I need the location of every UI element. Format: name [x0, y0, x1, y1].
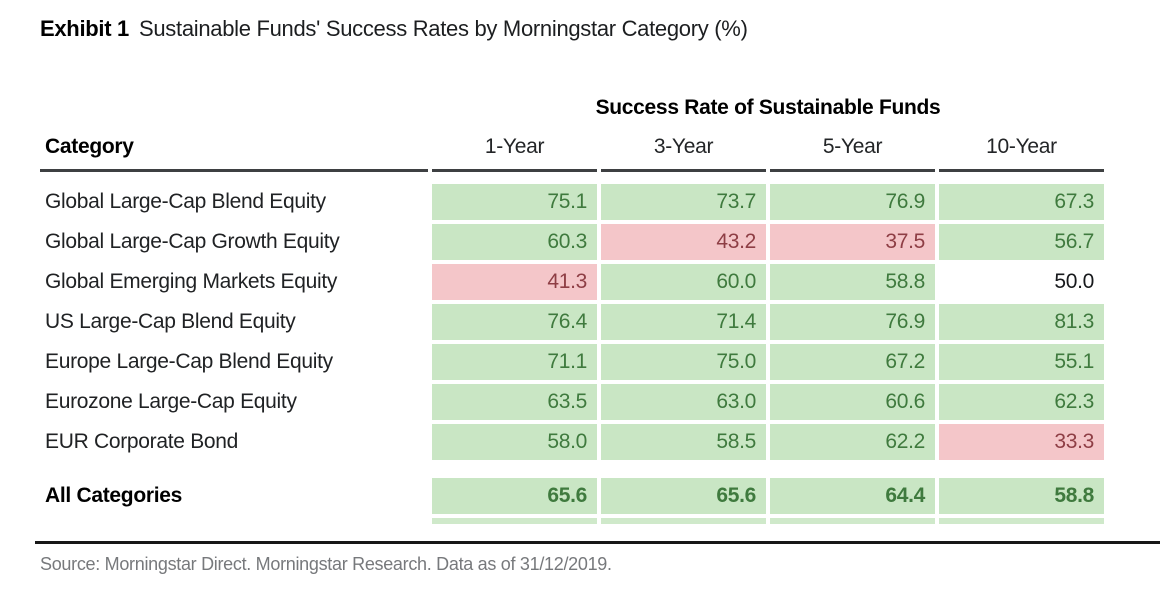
value-cell-3-year: 60.0: [601, 264, 766, 300]
value-cell-5-year: 62.2: [770, 424, 935, 460]
period-header-10-year: 10-Year: [939, 128, 1104, 172]
bottom-rule: [35, 541, 1160, 544]
group-header: Success Rate of Sustainable Funds: [595, 96, 941, 119]
source-note: Source: Morningstar Direct. Morningstar …: [40, 554, 612, 574]
sliver-strip-5-year: [770, 518, 935, 524]
value-cell-3-year: 75.0: [601, 344, 766, 380]
row-category-label: US Large-Cap Blend Equity: [45, 310, 296, 333]
value-cell-5-year: 67.2: [770, 344, 935, 380]
period-header-3-year: 3-Year: [601, 128, 766, 172]
row-category-label: EUR Corporate Bond: [45, 430, 239, 453]
table-body: Global Large-Cap Blend Equity 75.1 73.7 …: [40, 184, 1104, 460]
row-category-label: Europe Large-Cap Blend Equity: [45, 350, 333, 373]
total-value-10-year: 58.8: [939, 478, 1104, 514]
value-cell-3-year: 71.4: [601, 304, 766, 340]
category-column-header: Category: [40, 128, 428, 172]
value-cell-5-year: 76.9: [770, 304, 935, 340]
period-header-5-year: 5-Year: [770, 128, 935, 172]
value-cell-3-year: 73.7: [601, 184, 766, 220]
exhibit-title: Exhibit 1 Sustainable Funds' Success Rate…: [40, 14, 1172, 44]
table-header: Success Rate of Sustainable Funds Catego…: [40, 92, 1104, 172]
total-row-label: All Categories: [45, 484, 183, 507]
value-cell-1-year: 75.1: [432, 184, 597, 220]
period-header-1-year: 1-Year: [432, 128, 597, 172]
table-total-row: All Categories 65.6 65.6 64.4 58.8: [40, 478, 1104, 524]
value-cell-1-year: 41.3: [432, 264, 597, 300]
value-cell-1-year: 60.3: [432, 224, 597, 260]
value-cell-5-year: 58.8: [770, 264, 935, 300]
sliver-strip-10-year: [939, 518, 1104, 524]
value-cell-10-year: 56.7: [939, 224, 1104, 260]
value-cell-5-year: 76.9: [770, 184, 935, 220]
exhibit-page: Exhibit 1 Sustainable Funds' Success Rate…: [35, 14, 1172, 574]
row-category-label: Global Emerging Markets Equity: [45, 270, 338, 293]
value-cell-1-year: 71.1: [432, 344, 597, 380]
row-category-label: Eurozone Large-Cap Equity: [45, 390, 297, 413]
value-cell-3-year: 43.2: [601, 224, 766, 260]
total-value-5-year: 64.4: [770, 478, 935, 514]
value-cell-10-year: 81.3: [939, 304, 1104, 340]
row-category-label: Global Large-Cap Growth Equity: [45, 230, 340, 253]
value-cell-10-year: 67.3: [939, 184, 1104, 220]
exhibit-number: Exhibit 1: [40, 16, 129, 41]
row-category-label: Global Large-Cap Blend Equity: [45, 190, 326, 213]
value-cell-10-year: 33.3: [939, 424, 1104, 460]
sliver-strip-3-year: [601, 518, 766, 524]
value-cell-10-year: 55.1: [939, 344, 1104, 380]
value-cell-5-year: 60.6: [770, 384, 935, 420]
value-cell-3-year: 63.0: [601, 384, 766, 420]
total-value-3-year: 65.6: [601, 478, 766, 514]
value-cell-1-year: 63.5: [432, 384, 597, 420]
value-cell-5-year: 37.5: [770, 224, 935, 260]
value-cell-10-year: 62.3: [939, 384, 1104, 420]
value-cell-10-year: 50.0: [939, 264, 1104, 300]
spanner-spacer: [40, 92, 428, 128]
exhibit-subtitle: Sustainable Funds' Success Rates by Morn…: [139, 16, 748, 41]
sliver-strip-1-year: [432, 518, 597, 524]
value-cell-1-year: 76.4: [432, 304, 597, 340]
sliver-spacer: [40, 518, 428, 524]
value-cell-1-year: 58.0: [432, 424, 597, 460]
total-value-1-year: 65.6: [432, 478, 597, 514]
value-cell-3-year: 58.5: [601, 424, 766, 460]
